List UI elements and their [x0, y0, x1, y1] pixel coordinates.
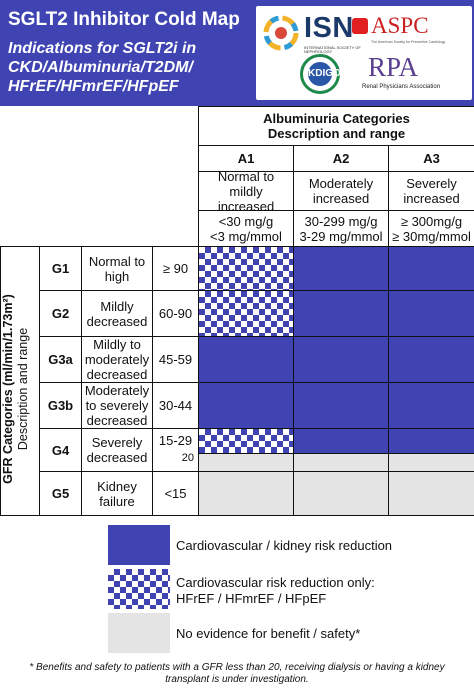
cell-g2-a3 [388, 290, 474, 337]
cell-g3a-a3 [388, 336, 474, 383]
sponsor-logos: ISN INTERNATIONAL SOCIETY OF NEPHROLOGY … [256, 6, 472, 100]
cell-g3a-a1 [198, 336, 294, 383]
gfr-subtitle: Description and range [16, 327, 30, 451]
legend-label-checker-2: HFrEF / HFmrEF / HFpEF [176, 591, 327, 606]
row-g5-code: G5 [39, 471, 82, 516]
gfr-header: GFR Categories (ml/min/1.73m²) Descripti… [0, 246, 40, 516]
cell-g1-a3 [388, 246, 474, 291]
header-banner: SGLT2 Inhibitor Cold Map Indications for… [0, 0, 474, 106]
row-g4-description: Severely decreased [81, 428, 153, 472]
isn-tagline: INTERNATIONAL SOCIETY OF NEPHROLOGY [304, 45, 361, 54]
albuminuria-header: Albuminuria Categories Description and r… [198, 106, 474, 146]
cell-g4-a1-upper [198, 428, 294, 454]
row-g2-code: G2 [39, 290, 82, 337]
row-g3a-description: Mildly to moderately decreased [81, 336, 153, 383]
col-a3-range-mmol: ≥ 30mg/mmol [392, 228, 471, 244]
gfr-header-rotated: GFR Categories (ml/min/1.73m²) Descripti… [1, 254, 31, 524]
row-g4-range: 15-29 20 [152, 428, 199, 472]
legend-swatch-gray [108, 613, 170, 653]
subtitle-line-3: HFrEF/HFmrEF/HFpEF [8, 78, 179, 95]
row-g4-code: G4 [39, 428, 82, 472]
col-a2-range: 30-299 mg/g 3-29 mg/mmol [293, 210, 389, 247]
cell-g3b-a1 [198, 382, 294, 429]
cell-g4-a3-lower [388, 453, 474, 472]
row-g1-code: G1 [39, 246, 82, 291]
gfr-title: GFR Categories (ml/min/1.73m²) [1, 294, 15, 484]
cell-g3b-a3 [388, 382, 474, 429]
aspc-logo-text: ASPC [371, 13, 429, 38]
row-g3b-description: Moderately to severely decreased [81, 382, 153, 429]
col-a1-range-mg: <30 mg/g [218, 213, 274, 229]
row-g1-range: ≥ 90 [152, 246, 199, 291]
isn-logo-text: ISN [304, 12, 354, 44]
cell-g4-a2-upper [293, 428, 389, 454]
cell-g4-a2-lower [293, 453, 389, 472]
subtitle-line-2: CKD/Albuminuria/T2DM/ [8, 59, 193, 76]
albuminuria-subtitle: Description and range [267, 126, 406, 141]
row-g4-range-value: 15-29 [158, 433, 193, 448]
legend-swatch-checker [108, 569, 170, 609]
legend-label-blue: Cardiovascular / kidney risk reduction [176, 538, 393, 553]
albuminuria-title: Albuminuria Categories [263, 111, 410, 126]
cell-g4-a1-lower [198, 453, 294, 472]
cell-g5-a2 [293, 471, 389, 516]
legend-swatch-blue [108, 525, 170, 565]
cell-g5-a3 [388, 471, 474, 516]
aspc-tagline: The American Society for Preventive Card… [371, 40, 446, 44]
row-g5-range: <15 [152, 471, 199, 516]
cell-g1-a2 [293, 246, 389, 291]
col-a2-code: A2 [293, 145, 389, 172]
col-a2-description: Moderately increased [293, 171, 389, 211]
row-g3b-range: 30-44 [152, 382, 199, 429]
row-g3a-code: G3a [39, 336, 82, 383]
row-g3b-code: G3b [39, 382, 82, 429]
isn-logo-icon [263, 15, 299, 51]
cell-g2-a2 [293, 290, 389, 337]
footnote: * Benefits and safety to patients with a… [29, 662, 445, 685]
legend-label-gray: No evidence for benefit / safety* [176, 626, 361, 641]
row-g2-range: 60-90 [152, 290, 199, 337]
cell-g1-a1 [198, 246, 294, 291]
legend-label-checker-1: Cardiovascular risk reduction only: [176, 575, 375, 590]
row-g2-description: Mildly decreased [81, 290, 153, 337]
col-a3-range: ≥ 300mg/g ≥ 30mg/mmol [388, 210, 474, 247]
row-g3a-range: 45-59 [152, 336, 199, 383]
cell-g3a-a2 [293, 336, 389, 383]
aspc-heart-icon [352, 18, 368, 34]
col-a1-range-mmol: <3 mg/mmol [210, 228, 282, 244]
col-a3-range-mg: ≥ 300mg/g [400, 213, 463, 229]
col-a1-description: Normal to mildly increased [198, 169, 294, 214]
col-a1-range: <30 mg/g <3 mg/mmol [198, 210, 294, 247]
col-a3-description: Severely increased [388, 171, 474, 211]
cell-g3b-a2 [293, 382, 389, 429]
cell-g4-a3-upper [388, 428, 474, 454]
row-g5-description: Kidney failure [81, 471, 153, 516]
row-g1-description: Normal to high [81, 246, 153, 291]
kdigo-logo-text: KDIGO [308, 62, 341, 86]
row-g4-range-split: 20 [181, 452, 194, 464]
col-a2-range-mmol: 3-29 mg/mmol [299, 228, 383, 244]
rpa-logo-text: RPA [368, 52, 419, 82]
col-a2-range-mg: 30-299 mg/g [304, 213, 378, 229]
rpa-tagline: Renal Physicians Association [362, 84, 441, 90]
page-title: SGLT2 Inhibitor Cold Map [8, 9, 240, 30]
col-a3-code: A3 [388, 145, 474, 172]
cell-g2-a1 [198, 290, 294, 337]
cell-g5-a1 [198, 471, 294, 516]
subtitle-line-1: Indications for SGLT2i in [8, 40, 197, 57]
kdigo-ring-icon [300, 54, 340, 94]
